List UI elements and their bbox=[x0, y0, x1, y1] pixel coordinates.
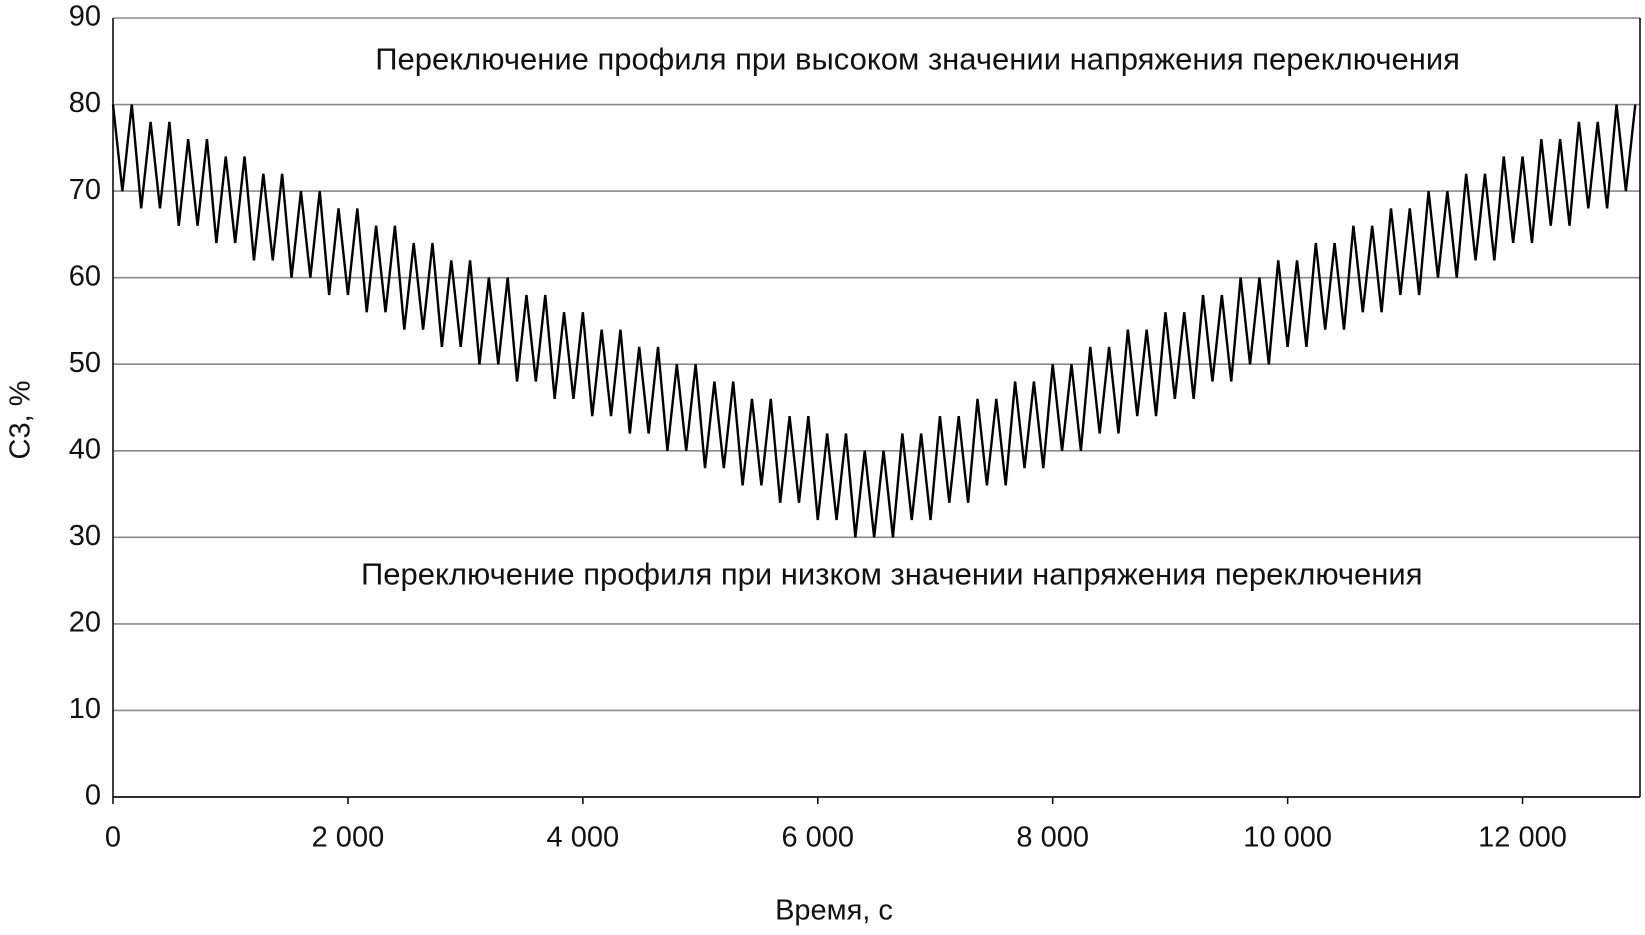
x-tick-label: 0 bbox=[105, 822, 121, 854]
x-tick-label: 8 000 bbox=[1016, 822, 1089, 854]
x-tick-label: 2 000 bbox=[312, 822, 385, 854]
data-line bbox=[111, 104, 1637, 538]
annotation: Переключение профиля при низком значении… bbox=[361, 556, 1423, 591]
annotation: Переключение профиля при высоком значени… bbox=[375, 41, 1460, 76]
y-tick-label: 30 bbox=[69, 520, 101, 552]
y-tick-label: 80 bbox=[69, 87, 101, 119]
x-axis-label: Время, с bbox=[775, 895, 893, 927]
y-tick-label: 90 bbox=[69, 1, 101, 33]
y-tick-label: 50 bbox=[69, 347, 101, 379]
y-tick-label: 60 bbox=[69, 260, 101, 292]
y-tick-label: 40 bbox=[69, 433, 101, 465]
x-tick-label: 12 000 bbox=[1478, 822, 1567, 854]
x-tick-label: 4 000 bbox=[547, 822, 620, 854]
y-tick-label: 0 bbox=[85, 780, 101, 812]
x-tick-label: 6 000 bbox=[781, 822, 854, 854]
x-tick-label: 10 000 bbox=[1243, 822, 1332, 854]
y-axis-label: С3, % bbox=[5, 381, 37, 460]
y-tick-label: 20 bbox=[69, 607, 101, 639]
y-tick-label: 10 bbox=[69, 693, 101, 725]
y-tick-label: 70 bbox=[69, 174, 101, 206]
